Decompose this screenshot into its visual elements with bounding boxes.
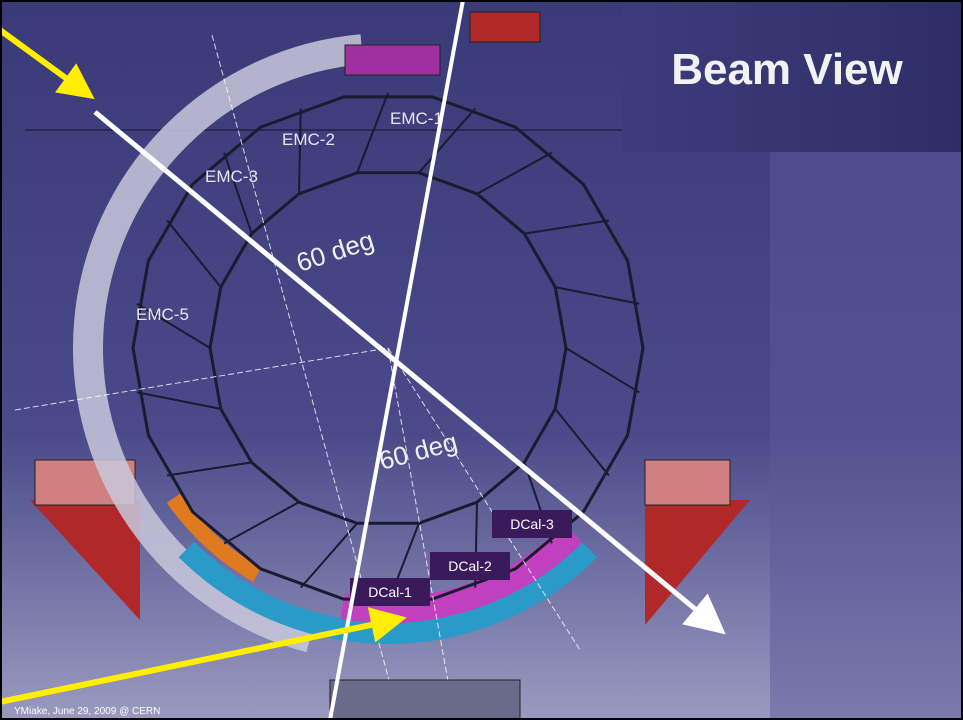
spoke (136, 302, 211, 349)
support (644, 459, 731, 506)
spoke (524, 219, 609, 235)
support (30, 500, 140, 620)
panel (770, 150, 963, 720)
calorimeter (166, 493, 262, 582)
guide-line (211, 34, 401, 720)
dcal-box (492, 510, 572, 538)
spoke (223, 152, 253, 234)
top-module (344, 44, 441, 76)
spoke (298, 108, 302, 194)
spoke (555, 286, 640, 305)
spoke (136, 391, 221, 410)
outer-arc (73, 34, 364, 653)
spoke (166, 219, 222, 288)
emc-label: EMC-2 (282, 130, 335, 149)
axis-arrow (93, 110, 726, 635)
spoke (476, 151, 553, 195)
dcal-label: DCal-3 (510, 516, 554, 532)
guide-line (387, 347, 581, 651)
pointer-arrow (0, 607, 407, 705)
spoke (223, 501, 300, 545)
base (329, 679, 521, 720)
spoke (565, 347, 640, 394)
dcal-box (430, 552, 510, 580)
top-support (469, 11, 541, 43)
axis-line (328, 0, 465, 720)
spoke (300, 522, 358, 589)
detector (14, 11, 750, 720)
title: Beam View (671, 45, 903, 94)
credit: YMiake, June 29, 2009 @ CERN (14, 706, 160, 717)
emc-label: EMC-3 (205, 167, 258, 186)
spoke (554, 408, 610, 477)
spoke (418, 107, 476, 174)
emc-label: EMC-1 (390, 109, 443, 128)
spoke (167, 461, 252, 477)
pointer-arrow (0, 27, 95, 100)
dcal-box (350, 578, 430, 606)
emc-label: EMC-5 (136, 305, 189, 324)
spoke (356, 92, 389, 174)
dcal-label: DCal-2 (448, 558, 492, 574)
title-box (622, 0, 963, 152)
outer-ring (131, 95, 645, 601)
guide-line (14, 347, 389, 411)
support (645, 500, 750, 625)
dcal-label: DCal-1 (368, 584, 412, 600)
